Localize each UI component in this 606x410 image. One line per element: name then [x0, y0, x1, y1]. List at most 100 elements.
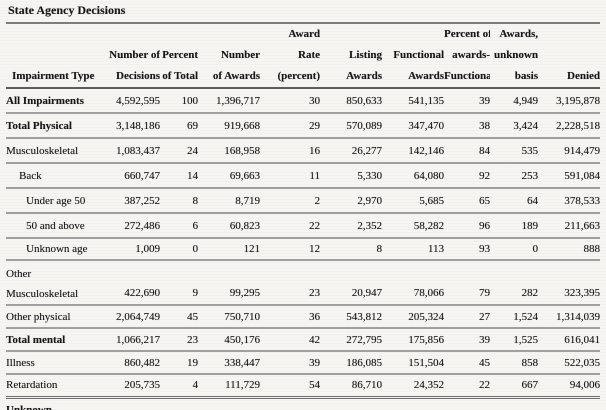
col-header-award-rate-percent: Award Rate (percent): [260, 22, 320, 89]
cell: 58,282: [382, 212, 444, 238]
row-unknown: Unknown: [6, 395, 600, 410]
cell: 1,009: [102, 237, 160, 260]
cell: 36: [260, 304, 320, 328]
cell: 39: [444, 327, 490, 351]
cell: 6: [160, 212, 198, 238]
cell: 282: [490, 259, 538, 305]
cell: 387,252: [102, 187, 160, 213]
cell: 8: [160, 187, 198, 213]
cell: 45: [444, 350, 490, 374]
cell: 14: [160, 162, 198, 188]
row-label: All Impairments: [6, 94, 84, 107]
cell: 23: [160, 327, 198, 351]
cell: 79: [444, 259, 490, 305]
col-header-awards-unknown-basis: Awards, unknown basis: [490, 22, 538, 89]
row-label: Total Physical: [6, 112, 102, 138]
cell: 1,083,437: [102, 137, 160, 163]
cell: 378,533: [538, 187, 600, 213]
cell: 64: [490, 187, 538, 213]
cell: 660,747: [102, 162, 160, 188]
cell: 20,947: [320, 259, 382, 305]
col-header-impairment-type: Impairment Type: [6, 22, 102, 89]
row-label: Unknown: [6, 395, 102, 410]
row-label: Back: [6, 162, 102, 188]
row-label: Retardation: [6, 373, 102, 397]
cell: 96: [444, 212, 490, 238]
cell: 3,148,186: [102, 112, 160, 138]
cell: 64,080: [382, 162, 444, 188]
col-header-functional-awards: Functional Awards: [382, 22, 444, 89]
cell: 113: [382, 237, 444, 260]
cell: 4,949: [513, 94, 538, 107]
cell: 2: [260, 187, 320, 213]
cell: 253: [490, 162, 538, 188]
cell: 175,856: [382, 327, 444, 351]
col-header-percent-awards-functional: Percent of awards- Functional: [444, 22, 490, 89]
cell: 0: [490, 237, 538, 260]
cell: 30: [309, 94, 320, 107]
cell: 29: [260, 112, 320, 138]
row-retardation: Retardation 205,735 4 111,729 54 86,710 …: [6, 373, 600, 397]
cell: 86,710: [320, 373, 382, 397]
cell: 3,195,878: [556, 94, 600, 107]
cell: 38: [444, 112, 490, 138]
cell: 2,228,518: [538, 112, 600, 138]
cell: 422,690: [102, 259, 160, 305]
cell: 23: [260, 259, 320, 305]
row-label: Unknown age: [6, 237, 102, 260]
row-other-musculoskeletal: Other Musculoskeletal 422,690 9 99,295 2…: [6, 259, 600, 305]
cell: 1,525: [490, 327, 538, 351]
cell: 858: [490, 350, 538, 374]
row-label-sub: Musculoskeletal: [6, 288, 79, 300]
cell: 16: [260, 137, 320, 163]
cell: 5,685: [382, 187, 444, 213]
cell: 522,035: [538, 350, 600, 374]
cell: 8,719: [198, 187, 260, 213]
cell: 1,066,217: [102, 327, 160, 351]
cell: 22: [444, 373, 490, 397]
cell: 2,970: [320, 187, 382, 213]
cell: 347,470: [382, 112, 444, 138]
cell: 19: [160, 350, 198, 374]
row-total-physical: Total Physical 3,148,186 69 919,668 29 5…: [6, 112, 600, 138]
cell: 1,314,039: [538, 304, 600, 328]
cell: 151,504: [382, 350, 444, 374]
cell: 142,146: [382, 137, 444, 163]
cell: 919,668: [198, 112, 260, 138]
cell: 570,089: [320, 112, 382, 138]
cell: 4,592,595: [116, 94, 160, 107]
row-label: Total mental: [6, 327, 102, 351]
cell: 8: [320, 237, 382, 260]
empty-cells: [102, 395, 600, 410]
cell: 0: [160, 237, 198, 260]
cell: 450,176: [198, 327, 260, 351]
col-header-denied: Denied: [538, 22, 600, 89]
cell: 168,958: [198, 137, 260, 163]
table-body: All Impairments 4,592,595 100 1,396,717 …: [6, 88, 600, 410]
col-header-number-of-decisions: Number of Decisions: [102, 22, 160, 89]
cell: 211,663: [538, 212, 600, 238]
cell: 12: [260, 237, 320, 260]
cell: 24,352: [382, 373, 444, 397]
cell: 667: [490, 373, 538, 397]
cell: 3,424: [490, 112, 538, 138]
cell: 100: [181, 94, 199, 107]
cell: 39: [260, 350, 320, 374]
cell: 26,277: [320, 137, 382, 163]
cell: 272,795: [320, 327, 382, 351]
cell: 850,633: [346, 94, 382, 107]
cell: 323,395: [538, 259, 600, 305]
cell: 94,006: [538, 373, 600, 397]
cell: 69: [160, 112, 198, 138]
cell: 84: [444, 137, 490, 163]
cell: 616,041: [538, 327, 600, 351]
cell: 1,524: [490, 304, 538, 328]
cell: 69,663: [198, 162, 260, 188]
cell: 65: [444, 187, 490, 213]
row-illness: Illness 860,482 19 338,447 39 186,085 15…: [6, 350, 600, 374]
cell: 338,447: [198, 350, 260, 374]
cell: 78,066: [382, 259, 444, 305]
decisions-table: Impairment Type Number of Decisions Perc…: [6, 22, 600, 410]
cell: 9: [160, 259, 198, 305]
